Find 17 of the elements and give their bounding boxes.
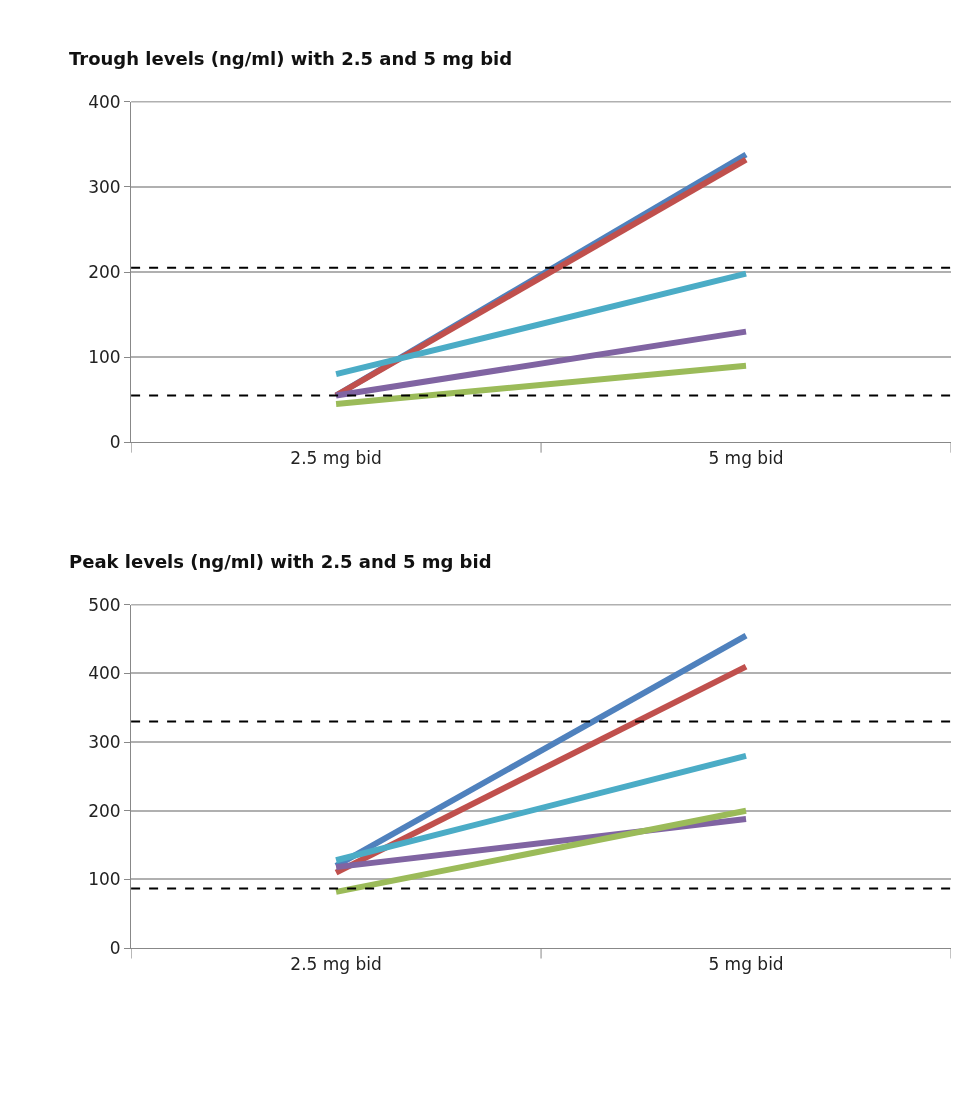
- y-tick-label: 300: [88, 732, 121, 753]
- y-tick-label: 400: [88, 91, 121, 112]
- x-tick-label: 5 mg bid: [708, 447, 784, 468]
- x-tick-label: 2.5 mg bid: [290, 953, 382, 974]
- chart-title: Trough levels (ng/ml) with 2.5 and 5 mg bid: [69, 48, 513, 69]
- y-tick-label: 0: [109, 938, 121, 959]
- y-tick-label: 200: [88, 800, 121, 821]
- x-tick-label: 2.5 mg bid: [290, 447, 382, 468]
- y-tick-label: 500: [88, 594, 121, 615]
- y-tick-label: 0: [109, 432, 121, 453]
- chart-title: Peak levels (ng/ml) with 2.5 and 5 mg bid: [69, 551, 492, 572]
- y-tick-label: 200: [88, 261, 121, 282]
- y-tick-label: 100: [88, 869, 121, 890]
- y-tick-label: 100: [88, 347, 121, 368]
- y-tick-label: 300: [88, 176, 121, 197]
- x-tick-label: 5 mg bid: [708, 953, 784, 974]
- y-tick-label: 400: [88, 663, 121, 684]
